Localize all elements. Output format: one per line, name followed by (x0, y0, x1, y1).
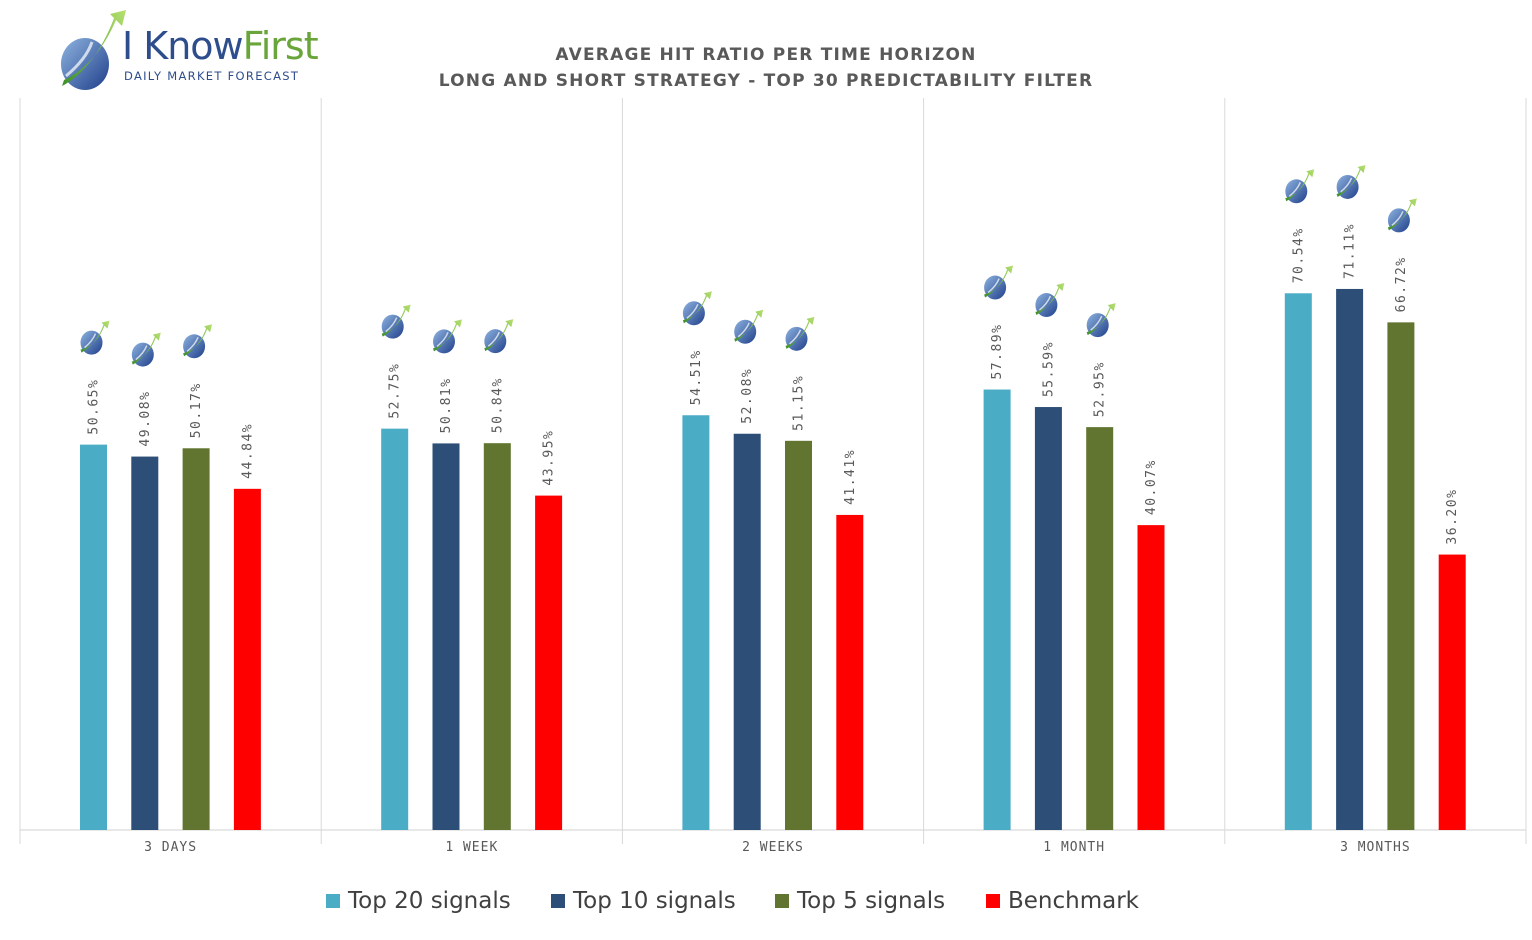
legend-swatch-benchmark (986, 894, 1000, 908)
category-label: 2 WEEKS (742, 840, 804, 855)
bar (131, 456, 159, 830)
legend-label-top-10: Top 10 signals (573, 888, 736, 914)
data-label: 51.15% (792, 375, 807, 431)
chart-title: AVERAGE HIT RATIO PER TIME HORIZON LONG … (0, 42, 1532, 94)
data-label: 57.89% (990, 324, 1005, 380)
data-label: 50.17% (189, 382, 204, 438)
bar (733, 433, 761, 830)
bar (535, 495, 563, 830)
chart-title-line-1: AVERAGE HIT RATIO PER TIME HORIZON (555, 45, 977, 65)
logo-marker-icon (381, 304, 411, 339)
data-label: 43.95% (542, 430, 557, 486)
logo-marker-icon (484, 319, 514, 354)
bar (182, 448, 210, 830)
category-label: 3 MONTHS (1340, 840, 1411, 855)
logo-marker-icon (80, 320, 110, 355)
category-label: 3 DAYS (144, 840, 197, 855)
logo-marker-icon (785, 316, 815, 351)
logo-marker-icon (1336, 164, 1366, 199)
bar (983, 389, 1011, 830)
chart-legend: Top 20 signals Top 10 signals Top 5 sign… (0, 888, 1532, 922)
logo-emblem-icon (61, 10, 126, 90)
bar (1086, 427, 1114, 830)
logo-marker-icon (734, 309, 764, 344)
legend-label-benchmark: Benchmark (1008, 888, 1140, 914)
bar (1387, 322, 1415, 830)
data-label: 41.41% (843, 449, 858, 505)
bar (233, 488, 261, 830)
data-label: 54.51% (689, 349, 704, 405)
bar (1336, 288, 1364, 830)
logo-marker-icon (433, 319, 462, 354)
legend-swatch-top-5 (775, 894, 789, 908)
logo-marker-icon (1387, 198, 1417, 233)
bar (1034, 407, 1062, 830)
logo-marker-icon (682, 291, 712, 326)
data-label: 52.95% (1093, 361, 1108, 417)
legend-item-benchmark: Benchmark (986, 888, 1139, 914)
logo-marker-icon (183, 324, 213, 359)
bar (483, 443, 511, 830)
data-label: 55.59% (1041, 341, 1056, 397)
logo-marker-icon (131, 332, 161, 367)
data-label: 52.08% (740, 368, 755, 424)
bar (432, 443, 460, 830)
logo-marker-icon (984, 265, 1014, 300)
bar (1284, 293, 1312, 830)
data-label: 44.84% (240, 423, 255, 479)
bar (1438, 554, 1466, 830)
logo-marker-icon (1086, 303, 1116, 338)
bar-chart: 50.65% 49.08% 50.17% 44.84% 52.75% 50.81% 50.8… (19, 98, 1527, 855)
data-label: 50.84% (490, 377, 505, 433)
bar (80, 444, 107, 830)
legend-item-top-20-signals: Top 20 signals (326, 888, 511, 914)
legend-swatch-top-10 (551, 894, 565, 908)
bar (1137, 525, 1165, 830)
logo-tagline: DAILY MARKET FORECAST (124, 69, 300, 83)
bar (785, 440, 812, 830)
bar (682, 415, 710, 830)
legend-label-top-5: Top 5 signals (797, 888, 946, 914)
data-label: 66.72% (1394, 256, 1409, 312)
data-label: 71.11% (1343, 223, 1358, 279)
data-label: 49.08% (138, 391, 153, 447)
data-label: 40.07% (1144, 459, 1159, 515)
logo-marker-icon (1035, 283, 1065, 318)
category-label: 1 MONTH (1043, 840, 1105, 855)
logo-wordmark: I KnowFirst (122, 24, 319, 68)
chart-title-line-2: LONG AND SHORT STRATEGY - TOP 30 PREDICT… (438, 71, 1094, 91)
data-label: 70.54% (1291, 227, 1306, 283)
logo-marker-icon (1285, 169, 1315, 204)
data-label: 36.20% (1445, 489, 1460, 545)
data-label: 50.65% (87, 379, 102, 435)
data-label: 50.81% (439, 377, 454, 433)
legend-label-top-20: Top 20 signals (348, 888, 511, 914)
bar (381, 428, 409, 830)
bar (836, 514, 864, 830)
data-label: 52.75% (388, 363, 403, 419)
company-logo: I KnowFirst DAILY MARKET FORECAST (52, 6, 332, 96)
legend-swatch-top-20 (326, 894, 340, 908)
category-label: 1 WEEK (445, 840, 498, 855)
legend-item-top-10-signals: Top 10 signals (551, 888, 736, 914)
legend-item-top-5-signals: Top 5 signals (775, 888, 945, 914)
